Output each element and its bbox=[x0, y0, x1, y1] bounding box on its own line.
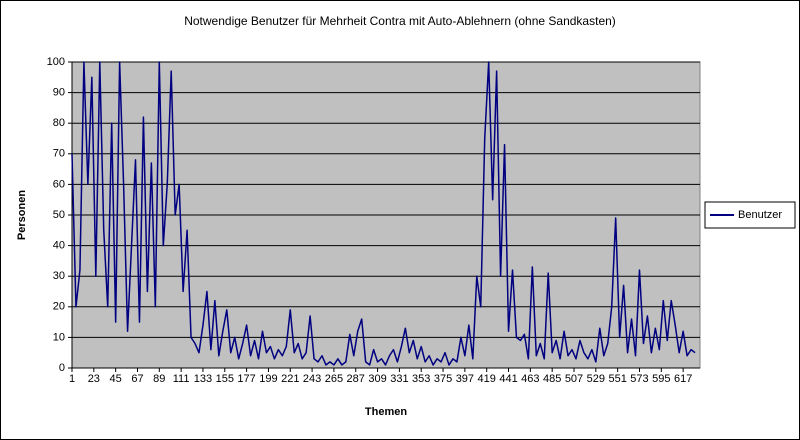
y-tick-label: 70 bbox=[53, 148, 65, 160]
x-tick-label: 529 bbox=[587, 373, 605, 385]
x-tick-label: 617 bbox=[674, 373, 692, 385]
x-tick-label: 1 bbox=[69, 373, 75, 385]
y-tick-label: 90 bbox=[53, 87, 65, 99]
x-tick-label: 111 bbox=[173, 373, 190, 385]
x-tick-label: 45 bbox=[110, 373, 122, 385]
x-tick-label: 23 bbox=[88, 373, 100, 385]
x-tick-label: 551 bbox=[608, 373, 626, 385]
y-tick-label: 100 bbox=[47, 56, 65, 68]
y-tick-label: 40 bbox=[53, 240, 65, 252]
x-tick-label: 309 bbox=[368, 373, 386, 385]
x-tick-label: 331 bbox=[390, 373, 408, 385]
legend-label: Benutzer bbox=[738, 209, 782, 221]
chart-title: Notwendige Benutzer für Mehrheit Contra … bbox=[184, 14, 616, 28]
x-tick-label: 243 bbox=[303, 373, 321, 385]
x-tick-label: 507 bbox=[565, 373, 583, 385]
x-tick-label: 397 bbox=[456, 373, 474, 385]
y-tick-label: 60 bbox=[53, 178, 65, 190]
x-tick-label: 67 bbox=[131, 373, 143, 385]
y-tick-label: 30 bbox=[53, 270, 65, 282]
x-tick-label: 177 bbox=[237, 373, 255, 385]
x-tick-label: 595 bbox=[652, 373, 670, 385]
y-tick-label: 20 bbox=[53, 301, 65, 313]
x-tick-label: 573 bbox=[630, 373, 648, 385]
y-tick-label: 0 bbox=[59, 362, 65, 374]
y-tick-label: 10 bbox=[53, 331, 65, 343]
y-axis-label: Personen bbox=[16, 190, 28, 240]
x-tick-label: 419 bbox=[478, 373, 496, 385]
x-tick-label: 133 bbox=[194, 373, 212, 385]
x-tick-label: 199 bbox=[259, 373, 277, 385]
x-tick-label: 221 bbox=[281, 373, 299, 385]
y-tick-label: 80 bbox=[53, 117, 65, 129]
x-tick-label: 155 bbox=[216, 373, 234, 385]
x-axis-label: Themen bbox=[365, 406, 407, 418]
x-tick-label: 463 bbox=[521, 373, 539, 385]
x-tick-label: 287 bbox=[347, 373, 365, 385]
data-line bbox=[71, 61, 696, 366]
x-tick-label: 89 bbox=[153, 373, 165, 385]
x-tick-label: 375 bbox=[434, 373, 452, 385]
x-tick-label: 265 bbox=[325, 373, 343, 385]
x-tick-label: 353 bbox=[412, 373, 430, 385]
x-tick-label: 485 bbox=[543, 373, 561, 385]
x-tick-label: 441 bbox=[499, 373, 517, 385]
y-tick-label: 50 bbox=[53, 209, 65, 221]
